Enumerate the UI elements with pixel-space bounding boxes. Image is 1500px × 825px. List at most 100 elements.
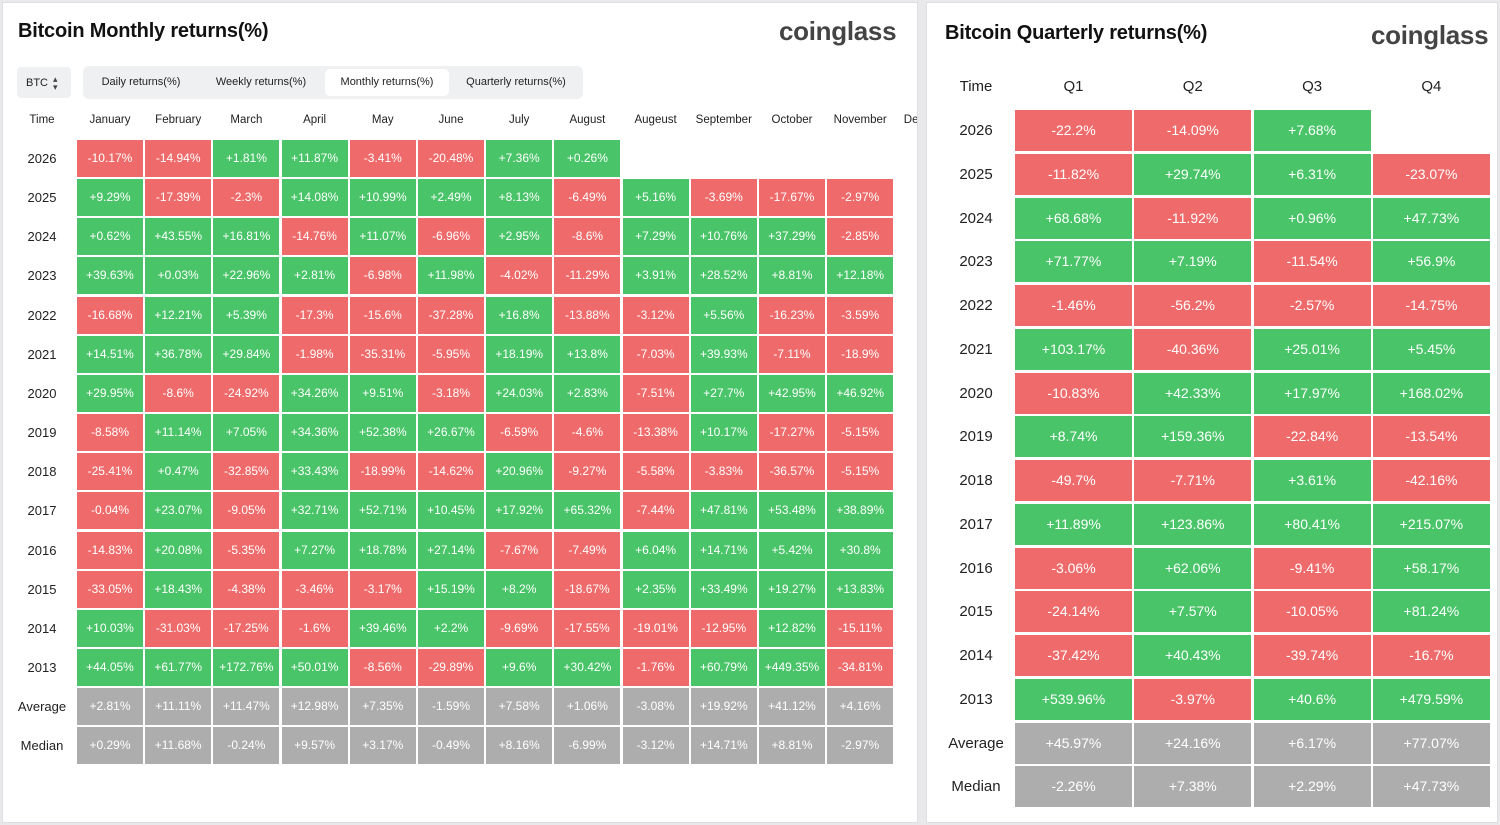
return-cell: +24.03% xyxy=(486,374,553,412)
return-cell: +7.05% xyxy=(213,414,280,452)
return-cell: +7.68% xyxy=(1253,110,1371,151)
year-row-label: 2021 xyxy=(27,346,57,362)
year-row-label: 2019 xyxy=(959,428,993,446)
return-cell: +34.36% xyxy=(281,414,348,452)
stat-cell: +24.16% xyxy=(1134,722,1252,764)
return-cell: -4.38% xyxy=(213,570,280,608)
stat-row-label: Median xyxy=(951,778,1001,796)
return-cell: -10.17% xyxy=(77,140,143,177)
return-cell: -16.68% xyxy=(77,296,143,334)
return-cell: +8.13% xyxy=(486,179,553,217)
return-cell: -9.41% xyxy=(1253,547,1371,589)
column-header: June xyxy=(438,114,464,126)
stat-cell: +7.38% xyxy=(1134,766,1252,808)
tab-weekly-returns[interactable]: Weekly returns(%) xyxy=(215,76,307,88)
return-cell: -10.83% xyxy=(1015,372,1132,414)
return-cell: -4.6% xyxy=(554,414,621,452)
return-cell: -18.99% xyxy=(349,453,416,491)
year-row-label: 2020 xyxy=(959,384,993,402)
return-cell: +6.04% xyxy=(622,531,689,569)
return-cell: -11.29% xyxy=(554,257,621,295)
return-cell: +53.48% xyxy=(759,492,825,530)
return-cell: -1.6% xyxy=(281,609,348,647)
return-cell: +30.42% xyxy=(554,648,621,686)
return-cell: +65.32% xyxy=(554,492,621,530)
return-cell: -8.58% xyxy=(77,414,143,452)
return-cell: +32.71% xyxy=(281,492,348,530)
return-cell: -5.15% xyxy=(827,453,894,491)
return-cell: +56.9% xyxy=(1372,241,1490,283)
return-cell: -14.75% xyxy=(1372,285,1490,326)
return-cell: -17.25% xyxy=(213,609,280,647)
return-cell: +12.82% xyxy=(759,609,825,647)
stat-cell: +9.57% xyxy=(281,727,348,765)
return-cell: +38.89% xyxy=(827,492,894,530)
stat-cell: -1.59% xyxy=(418,688,484,726)
return-cell: -13.38% xyxy=(622,414,689,452)
return-cell: +46.92% xyxy=(827,374,894,412)
return-cell: -7.67% xyxy=(486,531,553,569)
return-cell: +0.47% xyxy=(145,453,212,491)
return-cell: +10.99% xyxy=(349,179,416,217)
return-cell: +2.95% xyxy=(486,218,553,256)
return-cell: -14.94% xyxy=(145,140,212,177)
return-cell: +71.77% xyxy=(1015,241,1132,283)
return-cell: -5.35% xyxy=(213,531,280,569)
return-cell: -13.54% xyxy=(1372,416,1490,458)
return-cell: +449.35% xyxy=(759,648,825,686)
return-cell: -9.05% xyxy=(213,492,280,530)
return-cell: +42.95% xyxy=(759,374,825,412)
return-cell: +23.07% xyxy=(145,492,212,530)
return-cell: +34.26% xyxy=(281,374,348,412)
return-cell: -7.11% xyxy=(759,335,825,373)
return-cell: +29.84% xyxy=(213,335,280,373)
return-cell: -31.03% xyxy=(145,609,212,647)
return-cell: +47.81% xyxy=(690,492,757,530)
return-cell: -22.2% xyxy=(1015,110,1132,151)
stat-cell: -6.99% xyxy=(554,727,621,765)
return-cell: -6.59% xyxy=(486,414,553,452)
return-cell: -6.96% xyxy=(418,218,484,256)
column-header: October xyxy=(771,114,813,126)
return-cell: +22.96% xyxy=(213,257,280,295)
return-cell: -14.76% xyxy=(281,218,348,256)
stat-cell: +11.47% xyxy=(213,688,280,726)
return-cell: -25.41% xyxy=(77,453,143,491)
coin-select[interactable]: BTC ▴ ▾ xyxy=(17,67,71,98)
time-header: Time xyxy=(959,78,993,95)
stat-cell: +11.68% xyxy=(145,727,212,765)
return-cell: -40.36% xyxy=(1134,328,1252,370)
tab-quarterly-returns[interactable]: Quarterly returns(%) xyxy=(466,76,566,88)
stat-cell: -0.24% xyxy=(213,727,280,765)
return-cell: +40.6% xyxy=(1253,678,1371,720)
column-header: Augeust xyxy=(634,114,677,126)
return-cell: -35.31% xyxy=(349,335,416,373)
return-cell: +10.03% xyxy=(77,609,143,647)
return-cell: -2.85% xyxy=(827,218,894,256)
year-row-label: 2013 xyxy=(959,690,993,708)
column-header: August xyxy=(569,114,606,126)
return-cell: +13.8% xyxy=(554,335,621,373)
return-cell: +2.83% xyxy=(554,374,621,412)
return-cell: +11.07% xyxy=(349,218,416,256)
year-row-label: 2026 xyxy=(27,151,57,166)
returns-tabs: Daily returns(%) Weekly returns(%) Month… xyxy=(83,66,583,99)
column-header: April xyxy=(303,114,327,126)
year-row-label: 2023 xyxy=(27,268,57,284)
column-header: Q4 xyxy=(1421,78,1442,95)
return-cell: -17.39% xyxy=(145,179,212,217)
tab-monthly-returns[interactable]: Monthly returns(%) xyxy=(325,69,449,96)
return-cell: -5.95% xyxy=(418,335,484,373)
return-cell: -8.56% xyxy=(349,648,416,686)
return-cell: -0.04% xyxy=(77,492,143,530)
return-cell: +479.59% xyxy=(1372,678,1490,720)
return-cell: -34.81% xyxy=(827,648,894,686)
return-cell: -2.57% xyxy=(1253,285,1371,326)
return-cell: +9.29% xyxy=(77,179,143,217)
stat-cell: +1.06% xyxy=(554,688,621,726)
return-cell: +15.19% xyxy=(418,570,484,608)
stat-cell: +3.17% xyxy=(349,727,416,765)
return-cell: -14.83% xyxy=(77,531,143,569)
tab-daily-returns[interactable]: Daily returns(%) xyxy=(101,76,181,88)
return-cell: +27.14% xyxy=(418,531,484,569)
